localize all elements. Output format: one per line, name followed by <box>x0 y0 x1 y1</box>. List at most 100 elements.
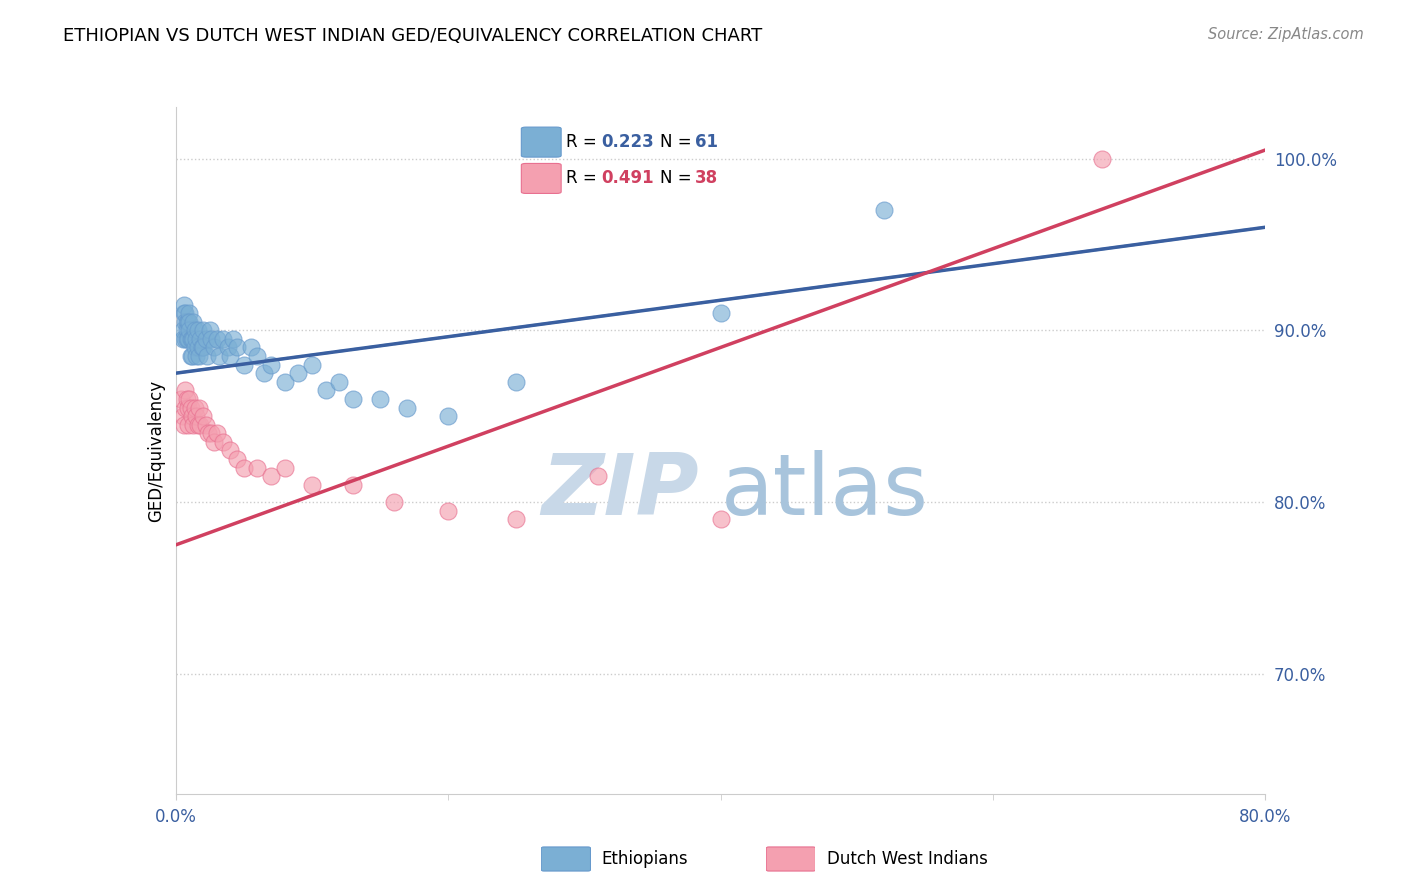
Point <box>197 426 219 441</box>
Point <box>217 340 239 354</box>
Point <box>710 512 733 526</box>
Point <box>172 409 194 423</box>
Point <box>177 417 200 432</box>
Point <box>232 460 254 475</box>
Point <box>186 409 208 423</box>
Point <box>179 323 201 337</box>
Text: Ethiopians: Ethiopians <box>602 850 689 868</box>
Point <box>181 332 204 346</box>
Point <box>190 340 212 354</box>
Point <box>200 426 222 441</box>
Point <box>187 349 209 363</box>
Point <box>174 315 197 329</box>
Point <box>174 332 197 346</box>
Point <box>586 469 609 483</box>
Point <box>183 332 205 346</box>
Point <box>194 332 217 346</box>
Point <box>205 426 228 441</box>
Point <box>180 349 202 363</box>
Point <box>287 366 309 380</box>
Point <box>239 340 262 354</box>
Point <box>232 358 254 372</box>
Point <box>179 392 201 406</box>
Point <box>183 315 205 329</box>
Text: atlas: atlas <box>721 450 928 533</box>
Point <box>246 460 269 475</box>
Point <box>186 340 209 354</box>
FancyBboxPatch shape <box>766 847 815 871</box>
Point <box>172 323 194 337</box>
Point <box>188 417 211 432</box>
Point <box>342 392 364 406</box>
Point <box>212 332 235 346</box>
Point <box>172 332 194 346</box>
Point <box>202 340 225 354</box>
Point <box>274 460 297 475</box>
Point <box>177 332 200 346</box>
Point <box>437 503 460 517</box>
Point <box>183 417 205 432</box>
Point <box>328 375 350 389</box>
Point <box>173 417 195 432</box>
Point <box>188 332 211 346</box>
Point <box>342 477 364 491</box>
Point <box>202 434 225 449</box>
Point <box>226 452 249 467</box>
Point <box>184 340 207 354</box>
Point <box>205 332 228 346</box>
Point <box>437 409 460 423</box>
Point <box>179 315 201 329</box>
Point <box>176 315 198 329</box>
Point <box>173 306 195 320</box>
Point <box>174 401 197 415</box>
Point <box>186 417 209 432</box>
Point <box>253 366 276 380</box>
Point <box>710 306 733 320</box>
Text: Dutch West Indians: Dutch West Indians <box>827 850 987 868</box>
Text: ZIP: ZIP <box>541 450 699 533</box>
Point <box>184 401 207 415</box>
Point <box>246 349 269 363</box>
Point <box>208 349 231 363</box>
Point <box>191 409 214 423</box>
Point <box>274 375 297 389</box>
Point <box>396 401 419 415</box>
Point <box>170 392 193 406</box>
Point <box>186 332 208 346</box>
Point <box>184 323 207 337</box>
Point <box>186 323 209 337</box>
Point <box>180 332 202 346</box>
Point <box>315 384 337 398</box>
Point <box>200 332 222 346</box>
Point <box>301 358 323 372</box>
Point <box>194 417 217 432</box>
Point <box>226 340 249 354</box>
Point <box>1091 152 1114 166</box>
Y-axis label: GED/Equivalency: GED/Equivalency <box>146 379 165 522</box>
Point <box>505 375 527 389</box>
Point <box>505 512 527 526</box>
Point <box>368 392 391 406</box>
Point <box>176 392 198 406</box>
Point <box>195 349 218 363</box>
Point <box>181 349 204 363</box>
Point <box>222 332 245 346</box>
Text: ETHIOPIAN VS DUTCH WEST INDIAN GED/EQUIVALENCY CORRELATION CHART: ETHIOPIAN VS DUTCH WEST INDIAN GED/EQUIV… <box>63 27 762 45</box>
Point <box>187 401 209 415</box>
Point <box>176 332 198 346</box>
Point <box>177 315 200 329</box>
Point <box>177 401 200 415</box>
Point <box>873 202 896 217</box>
Text: Source: ZipAtlas.com: Source: ZipAtlas.com <box>1208 27 1364 42</box>
Point <box>301 477 323 491</box>
Point <box>179 306 201 320</box>
Point <box>173 297 195 311</box>
Point <box>180 401 202 415</box>
Point <box>212 434 235 449</box>
Point <box>198 323 221 337</box>
Point <box>219 349 242 363</box>
Point <box>174 384 197 398</box>
Point <box>260 469 283 483</box>
FancyBboxPatch shape <box>541 847 591 871</box>
Point <box>191 323 214 337</box>
